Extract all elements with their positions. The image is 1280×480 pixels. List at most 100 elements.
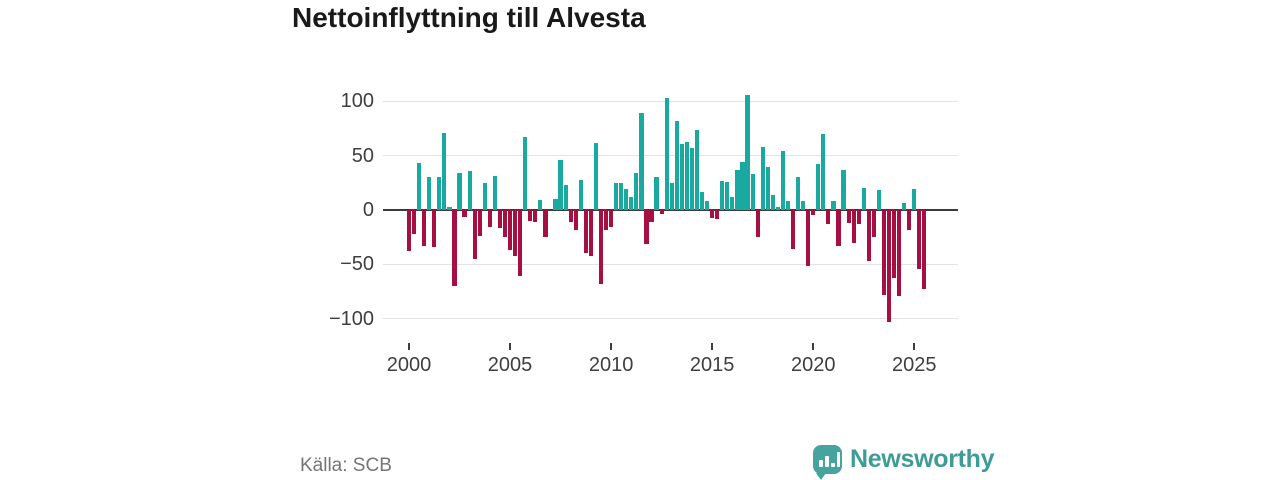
bar (523, 137, 528, 210)
bar (477, 210, 482, 237)
bar (861, 188, 866, 210)
bar (780, 151, 785, 210)
bar (598, 210, 604, 284)
newsworthy-logo: Newsworthy (813, 441, 995, 480)
bar (427, 177, 432, 210)
bar (497, 210, 503, 229)
bar (760, 147, 765, 210)
bar (593, 142, 599, 210)
bar (432, 210, 437, 247)
bar (528, 210, 533, 221)
bar (487, 210, 492, 228)
bar (573, 210, 578, 230)
bar (750, 174, 755, 210)
chart-title: Nettoinflyttning till Alvesta (292, 2, 646, 33)
bar (568, 210, 573, 222)
x-axis-tick (913, 343, 916, 350)
logo-dot-icon (831, 462, 835, 467)
bar (558, 160, 563, 210)
logo-bar-icon (825, 455, 829, 467)
bar (871, 210, 876, 238)
bar (745, 94, 750, 210)
logo-bubble-tail (816, 472, 826, 480)
bar (452, 210, 457, 287)
bar (437, 177, 442, 210)
bar (881, 210, 887, 295)
bar (492, 176, 497, 210)
bar (639, 113, 644, 210)
x-axis-label: 2015 (689, 354, 735, 376)
bar (856, 210, 861, 225)
gridline (383, 318, 958, 320)
bar (765, 166, 770, 210)
bar (699, 191, 705, 210)
bar (917, 210, 922, 269)
bar (735, 169, 740, 210)
logo-exclamation-icon (837, 451, 840, 467)
x-axis-label: 2010 (588, 354, 634, 376)
bar (518, 210, 523, 277)
bar (447, 206, 452, 210)
bar (922, 210, 927, 290)
bar (689, 148, 695, 210)
zero-axis-line (383, 209, 958, 211)
bar (578, 179, 583, 210)
bar (740, 162, 745, 210)
bar (770, 194, 775, 210)
bar (442, 132, 447, 210)
bar (462, 210, 467, 217)
bar (836, 210, 841, 246)
bar (715, 210, 720, 219)
newsworthy-logo-icon (813, 444, 842, 480)
bar (538, 200, 543, 210)
x-axis-tick (812, 343, 815, 350)
bar (654, 177, 659, 210)
source-text: Källa: SCB (300, 455, 392, 476)
x-axis-label: 2020 (790, 354, 836, 376)
bar (629, 196, 634, 210)
bar (851, 210, 856, 243)
x-axis-tick (509, 343, 512, 350)
x-axis-label: 2000 (386, 354, 432, 376)
bar (801, 201, 806, 210)
bar (553, 199, 558, 210)
bar (841, 169, 846, 210)
bar (755, 210, 760, 238)
bar (513, 210, 518, 256)
bar (563, 185, 568, 210)
y-axis-label: 50 (351, 144, 374, 167)
bar (897, 210, 902, 296)
x-axis-tick (610, 343, 613, 350)
bar (624, 189, 629, 210)
bar (705, 201, 710, 210)
bar (609, 210, 614, 228)
bar (659, 210, 664, 215)
y-axis-label: 0 (362, 199, 374, 221)
bar (603, 210, 609, 230)
bar (806, 210, 811, 267)
y-axis-label: −50 (340, 253, 374, 276)
bar (482, 182, 487, 210)
gridline (383, 100, 958, 102)
bar (886, 210, 892, 322)
bar (816, 164, 821, 210)
bar (472, 210, 477, 259)
bar (588, 210, 593, 256)
bar (543, 210, 548, 238)
gridline (383, 155, 958, 157)
bar (912, 189, 917, 210)
bar (694, 129, 700, 210)
bar (422, 210, 427, 246)
newsworthy-logo-text: Newsworthy (850, 444, 995, 473)
bar (785, 201, 791, 210)
bar (417, 163, 422, 210)
bar (730, 196, 735, 210)
bar (467, 170, 472, 210)
bar (406, 210, 412, 252)
x-axis-tick (711, 343, 714, 350)
bar (821, 133, 826, 210)
bar (583, 210, 588, 254)
bar (811, 210, 816, 216)
y-axis-label: 100 (340, 90, 374, 113)
bar (679, 143, 684, 210)
